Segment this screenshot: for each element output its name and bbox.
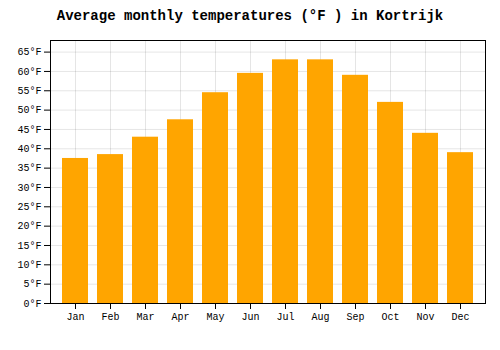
svg-text:0°F: 0°F — [23, 299, 41, 310]
svg-text:30°F: 30°F — [17, 183, 41, 194]
svg-text:May: May — [206, 312, 224, 323]
svg-text:60°F: 60°F — [17, 67, 41, 78]
svg-text:Oct: Oct — [381, 312, 399, 323]
svg-text:Jun: Jun — [241, 312, 259, 323]
svg-text:45°F: 45°F — [17, 125, 41, 136]
svg-text:Dec: Dec — [451, 312, 469, 323]
svg-text:Jul: Jul — [276, 312, 294, 323]
svg-text:Jan: Jan — [66, 312, 84, 323]
svg-text:25°F: 25°F — [17, 202, 41, 213]
html-text:Average monthly temperatures (: Average monthly temperatures (°F ) in Ko… — [56, 8, 444, 24]
svg-text:Nov: Nov — [416, 312, 434, 323]
svg-text:50°F: 50°F — [17, 105, 41, 116]
svg-text:10°F: 10°F — [17, 260, 41, 271]
svg-text:65°F: 65°F — [17, 47, 41, 58]
svg-text:5°F: 5°F — [23, 279, 41, 290]
svg-text:Sep: Sep — [346, 312, 364, 323]
svg-text:Feb: Feb — [101, 312, 119, 323]
svg-text:55°F: 55°F — [17, 86, 41, 97]
svg-text:Mar: Mar — [136, 312, 154, 323]
svg-text:20°F: 20°F — [17, 221, 41, 232]
svg-text:15°F: 15°F — [17, 241, 41, 252]
svg-text:35°F: 35°F — [17, 163, 41, 174]
svg-text:Apr: Apr — [171, 312, 189, 323]
svg-text:40°F: 40°F — [17, 144, 41, 155]
svg-text:Aug: Aug — [311, 312, 329, 323]
